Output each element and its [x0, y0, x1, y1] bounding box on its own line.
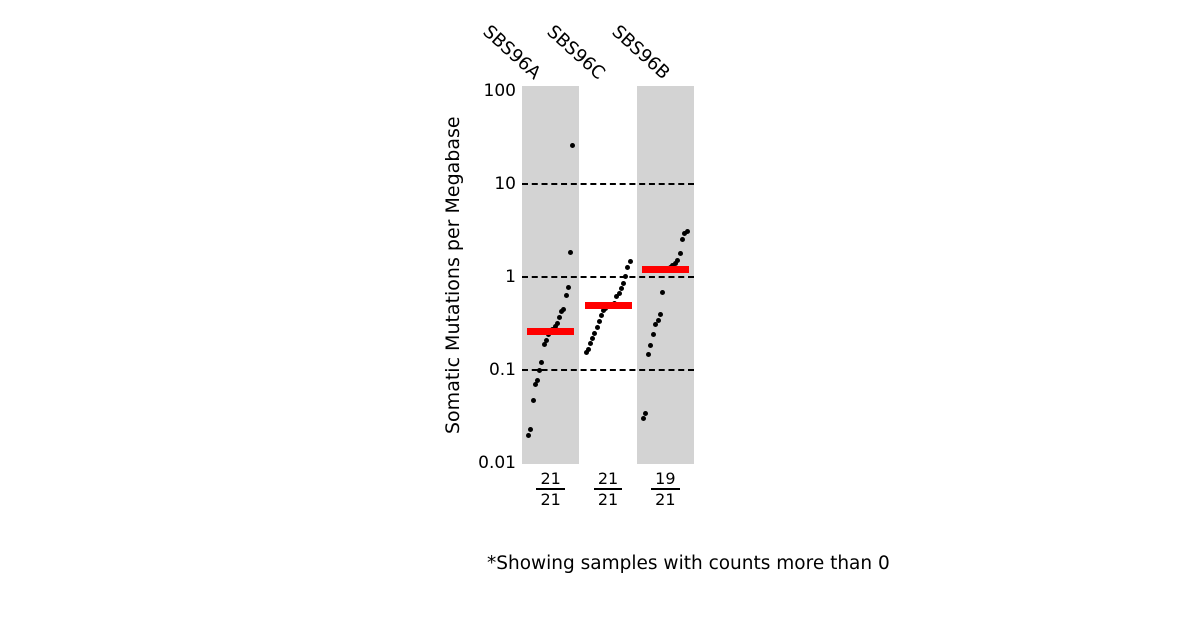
data-point — [643, 411, 649, 417]
data-point — [657, 311, 663, 317]
data-point — [660, 290, 666, 296]
data-point — [532, 381, 538, 387]
data-point — [541, 341, 547, 347]
data-point — [592, 331, 598, 337]
column-label-sbs96c: SBS96C — [542, 21, 609, 84]
samples-total-count: 21 — [593, 488, 623, 509]
samples-total-count: 21 — [536, 488, 565, 509]
data-point — [587, 340, 593, 346]
data-point — [672, 260, 678, 266]
data-point — [543, 337, 549, 343]
data-point — [618, 285, 624, 291]
median-bar-sbs96c — [584, 302, 632, 310]
data-point — [684, 228, 690, 234]
data-point — [552, 324, 558, 330]
data-point — [570, 142, 576, 148]
y-axis-title: Somatic Mutations per Megabase — [442, 116, 464, 434]
data-point — [556, 314, 562, 320]
data-point — [539, 360, 545, 366]
data-point — [554, 320, 560, 326]
data-point — [530, 397, 536, 403]
median-bar-sbs96b — [641, 266, 689, 274]
data-point — [594, 325, 600, 331]
footnote: *Showing samples with counts more than 0 — [487, 553, 890, 574]
gridline-10 — [522, 183, 694, 185]
data-point — [653, 321, 659, 327]
sample-count-fraction-sbs96b: 19 21 — [643, 470, 687, 509]
data-point — [620, 280, 626, 286]
data-point — [650, 332, 656, 338]
gridline-0.1 — [522, 369, 694, 371]
data-point — [614, 294, 620, 300]
column-label-sbs96b: SBS96B — [607, 21, 674, 84]
data-point — [679, 237, 685, 243]
data-point — [596, 319, 602, 325]
data-point — [640, 416, 646, 422]
data-point — [563, 293, 569, 299]
y-tick-label-10: 10 — [494, 174, 516, 194]
column-label-sbs96a: SBS96A — [478, 21, 545, 84]
data-point — [627, 258, 633, 264]
data-point — [623, 273, 629, 279]
samples-total-count: 21 — [651, 488, 680, 509]
data-point — [561, 306, 567, 312]
data-point — [537, 367, 543, 373]
y-tick-label-0.1: 0.1 — [488, 360, 516, 380]
samples-shown-count: 21 — [597, 469, 619, 488]
data-point — [585, 347, 591, 353]
data-point — [565, 284, 571, 290]
samples-shown-count: 19 — [655, 469, 676, 488]
data-point — [648, 342, 654, 348]
y-tick-label-1: 1 — [505, 267, 516, 287]
samples-shown-count: 21 — [540, 469, 561, 488]
sample-count-fraction-sbs96a: 21 21 — [529, 470, 573, 509]
gridline-1 — [522, 276, 694, 278]
data-point — [682, 231, 688, 237]
data-point — [677, 250, 683, 256]
median-bar-sbs96a — [527, 327, 575, 335]
column-shade-sbs96b — [636, 86, 694, 464]
data-point — [675, 258, 681, 264]
data-point — [616, 290, 622, 296]
y-tick-label-100: 100 — [483, 81, 516, 101]
data-point — [567, 249, 573, 255]
data-point — [645, 351, 651, 357]
data-point — [625, 265, 631, 271]
data-point — [528, 426, 534, 432]
sample-count-fraction-sbs96c: 21 21 — [586, 470, 630, 509]
data-point — [655, 318, 661, 324]
y-tick-label-0.01: 0.01 — [478, 453, 516, 473]
data-point — [670, 262, 676, 268]
data-point — [590, 335, 596, 341]
data-point — [598, 312, 604, 318]
data-point — [526, 432, 532, 438]
data-point — [534, 378, 540, 384]
data-point — [583, 349, 589, 355]
